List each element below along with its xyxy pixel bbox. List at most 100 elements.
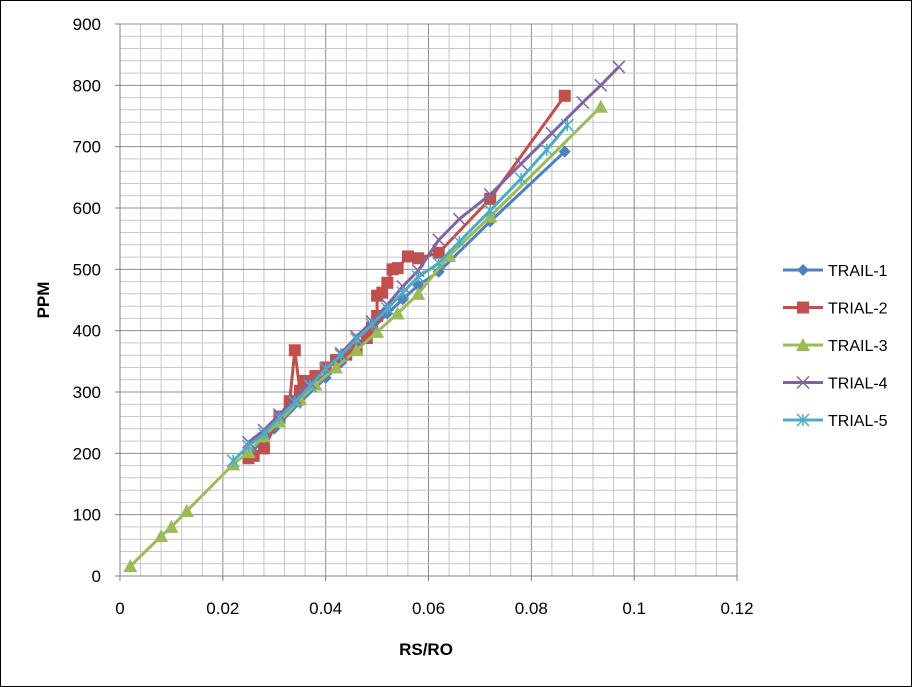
- legend-item: TRAIL-3: [783, 338, 888, 355]
- data-point: [452, 235, 466, 249]
- data-point: [432, 233, 446, 247]
- marker-stroke: [594, 78, 608, 92]
- legend-item: TRIAL-2: [783, 301, 888, 318]
- data-point: [376, 286, 389, 299]
- marker-stroke: [452, 212, 466, 226]
- data-point: [612, 60, 626, 74]
- y-tick-label: 900: [73, 15, 101, 34]
- data-point: [303, 379, 317, 393]
- data-point: [288, 344, 301, 357]
- data-point: [432, 246, 445, 259]
- marker-stroke: [396, 279, 410, 294]
- y-tick-label: 600: [73, 199, 101, 218]
- y-tick-label: 100: [73, 506, 101, 525]
- data-point: [540, 143, 554, 157]
- legend-marker: [797, 301, 809, 314]
- data-point: [123, 559, 138, 573]
- marker-stroke: [514, 157, 528, 171]
- data-point: [401, 250, 414, 263]
- y-tick-labels: 0 100 200 300 400 500 600 700 800 900: [73, 15, 101, 586]
- series-trial-5: [226, 118, 574, 468]
- data-point: [514, 157, 528, 171]
- marker-stroke: [411, 264, 425, 278]
- series-layer: [123, 60, 626, 573]
- data-point: [412, 252, 425, 265]
- legend-marker: [796, 413, 810, 427]
- x-tick-label: 0.08: [515, 599, 548, 618]
- y-tick-label: 400: [73, 322, 101, 341]
- data-point: [411, 286, 426, 300]
- data-point: [164, 519, 179, 533]
- marker-stroke: [432, 233, 446, 247]
- data-point: [391, 262, 404, 275]
- legend: TRAIL-1 TRIAL-2 TRAIL-3 TRIAL-4 TRIAL-5: [783, 263, 888, 430]
- data-point: [514, 172, 528, 186]
- x-tick-label: 0.04: [309, 599, 342, 618]
- y-tick-label: 200: [73, 444, 101, 463]
- axes: [115, 23, 738, 581]
- data-point: [390, 306, 405, 320]
- x-tick-label: 0.02: [206, 599, 239, 618]
- legend-label: TRIAL-5: [828, 413, 888, 430]
- data-point: [558, 89, 571, 102]
- data-point: [349, 343, 364, 357]
- legend-label: TRAIL-1: [828, 263, 888, 280]
- y-tick-label: 500: [73, 260, 101, 279]
- marker-stroke: [612, 60, 626, 74]
- data-point: [272, 411, 286, 425]
- y-axis-title: PPM: [34, 282, 53, 319]
- data-point: [483, 187, 497, 202]
- data-point: [370, 324, 385, 338]
- x-tick-label: 0.1: [622, 599, 646, 618]
- x-tick-label: 0.12: [720, 599, 753, 618]
- grid-lines: [120, 23, 738, 576]
- data-point: [483, 203, 497, 217]
- data-point: [319, 362, 333, 376]
- data-point: [349, 332, 364, 346]
- data-point: [432, 265, 445, 278]
- x-axis-title: RS/RO: [399, 640, 453, 659]
- legend-item: TRAIL-1: [783, 263, 888, 280]
- data-point: [432, 256, 446, 270]
- data-point: [442, 248, 457, 262]
- y-tick-label: 0: [92, 567, 101, 586]
- legend-marker: [797, 264, 809, 276]
- legend-item: TRIAL-4: [783, 376, 888, 393]
- data-point: [380, 302, 394, 316]
- data-point: [560, 118, 574, 132]
- x-tick-label: 0: [115, 599, 124, 618]
- x-tick-label: 0.06: [412, 599, 445, 618]
- data-point: [396, 286, 410, 300]
- data-point: [226, 454, 240, 468]
- data-point: [328, 360, 343, 374]
- data-point: [257, 442, 270, 455]
- legend-label: TRIAL-4: [828, 376, 888, 393]
- data-point: [257, 427, 271, 441]
- marker-stroke: [796, 375, 810, 390]
- data-point: [365, 318, 379, 332]
- data-point: [334, 348, 348, 362]
- data-point: [558, 145, 571, 158]
- data-point: [381, 276, 394, 289]
- data-point: [288, 395, 302, 409]
- marker-stroke: [545, 126, 559, 140]
- y-tick-label: 800: [73, 76, 101, 95]
- data-point: [154, 529, 169, 543]
- data-point: [594, 78, 608, 92]
- data-point: [179, 503, 194, 517]
- data-point: [576, 95, 590, 110]
- legend-label: TRAIL-3: [828, 338, 888, 355]
- y-tick-label: 300: [73, 383, 101, 402]
- legend-marker: [796, 338, 810, 351]
- x-tick-labels: 0 0.02 0.04 0.06 0.08 0.1 0.12: [115, 599, 753, 618]
- legend-item: TRIAL-5: [783, 413, 888, 430]
- data-point: [360, 332, 373, 345]
- marker-stroke: [483, 187, 497, 202]
- legend-marker: [796, 375, 810, 390]
- data-point: [411, 270, 425, 284]
- data-point: [452, 212, 466, 226]
- y-tick-label: 700: [73, 138, 101, 157]
- data-point: [593, 99, 608, 113]
- legend-label: TRIAL-2: [828, 301, 888, 318]
